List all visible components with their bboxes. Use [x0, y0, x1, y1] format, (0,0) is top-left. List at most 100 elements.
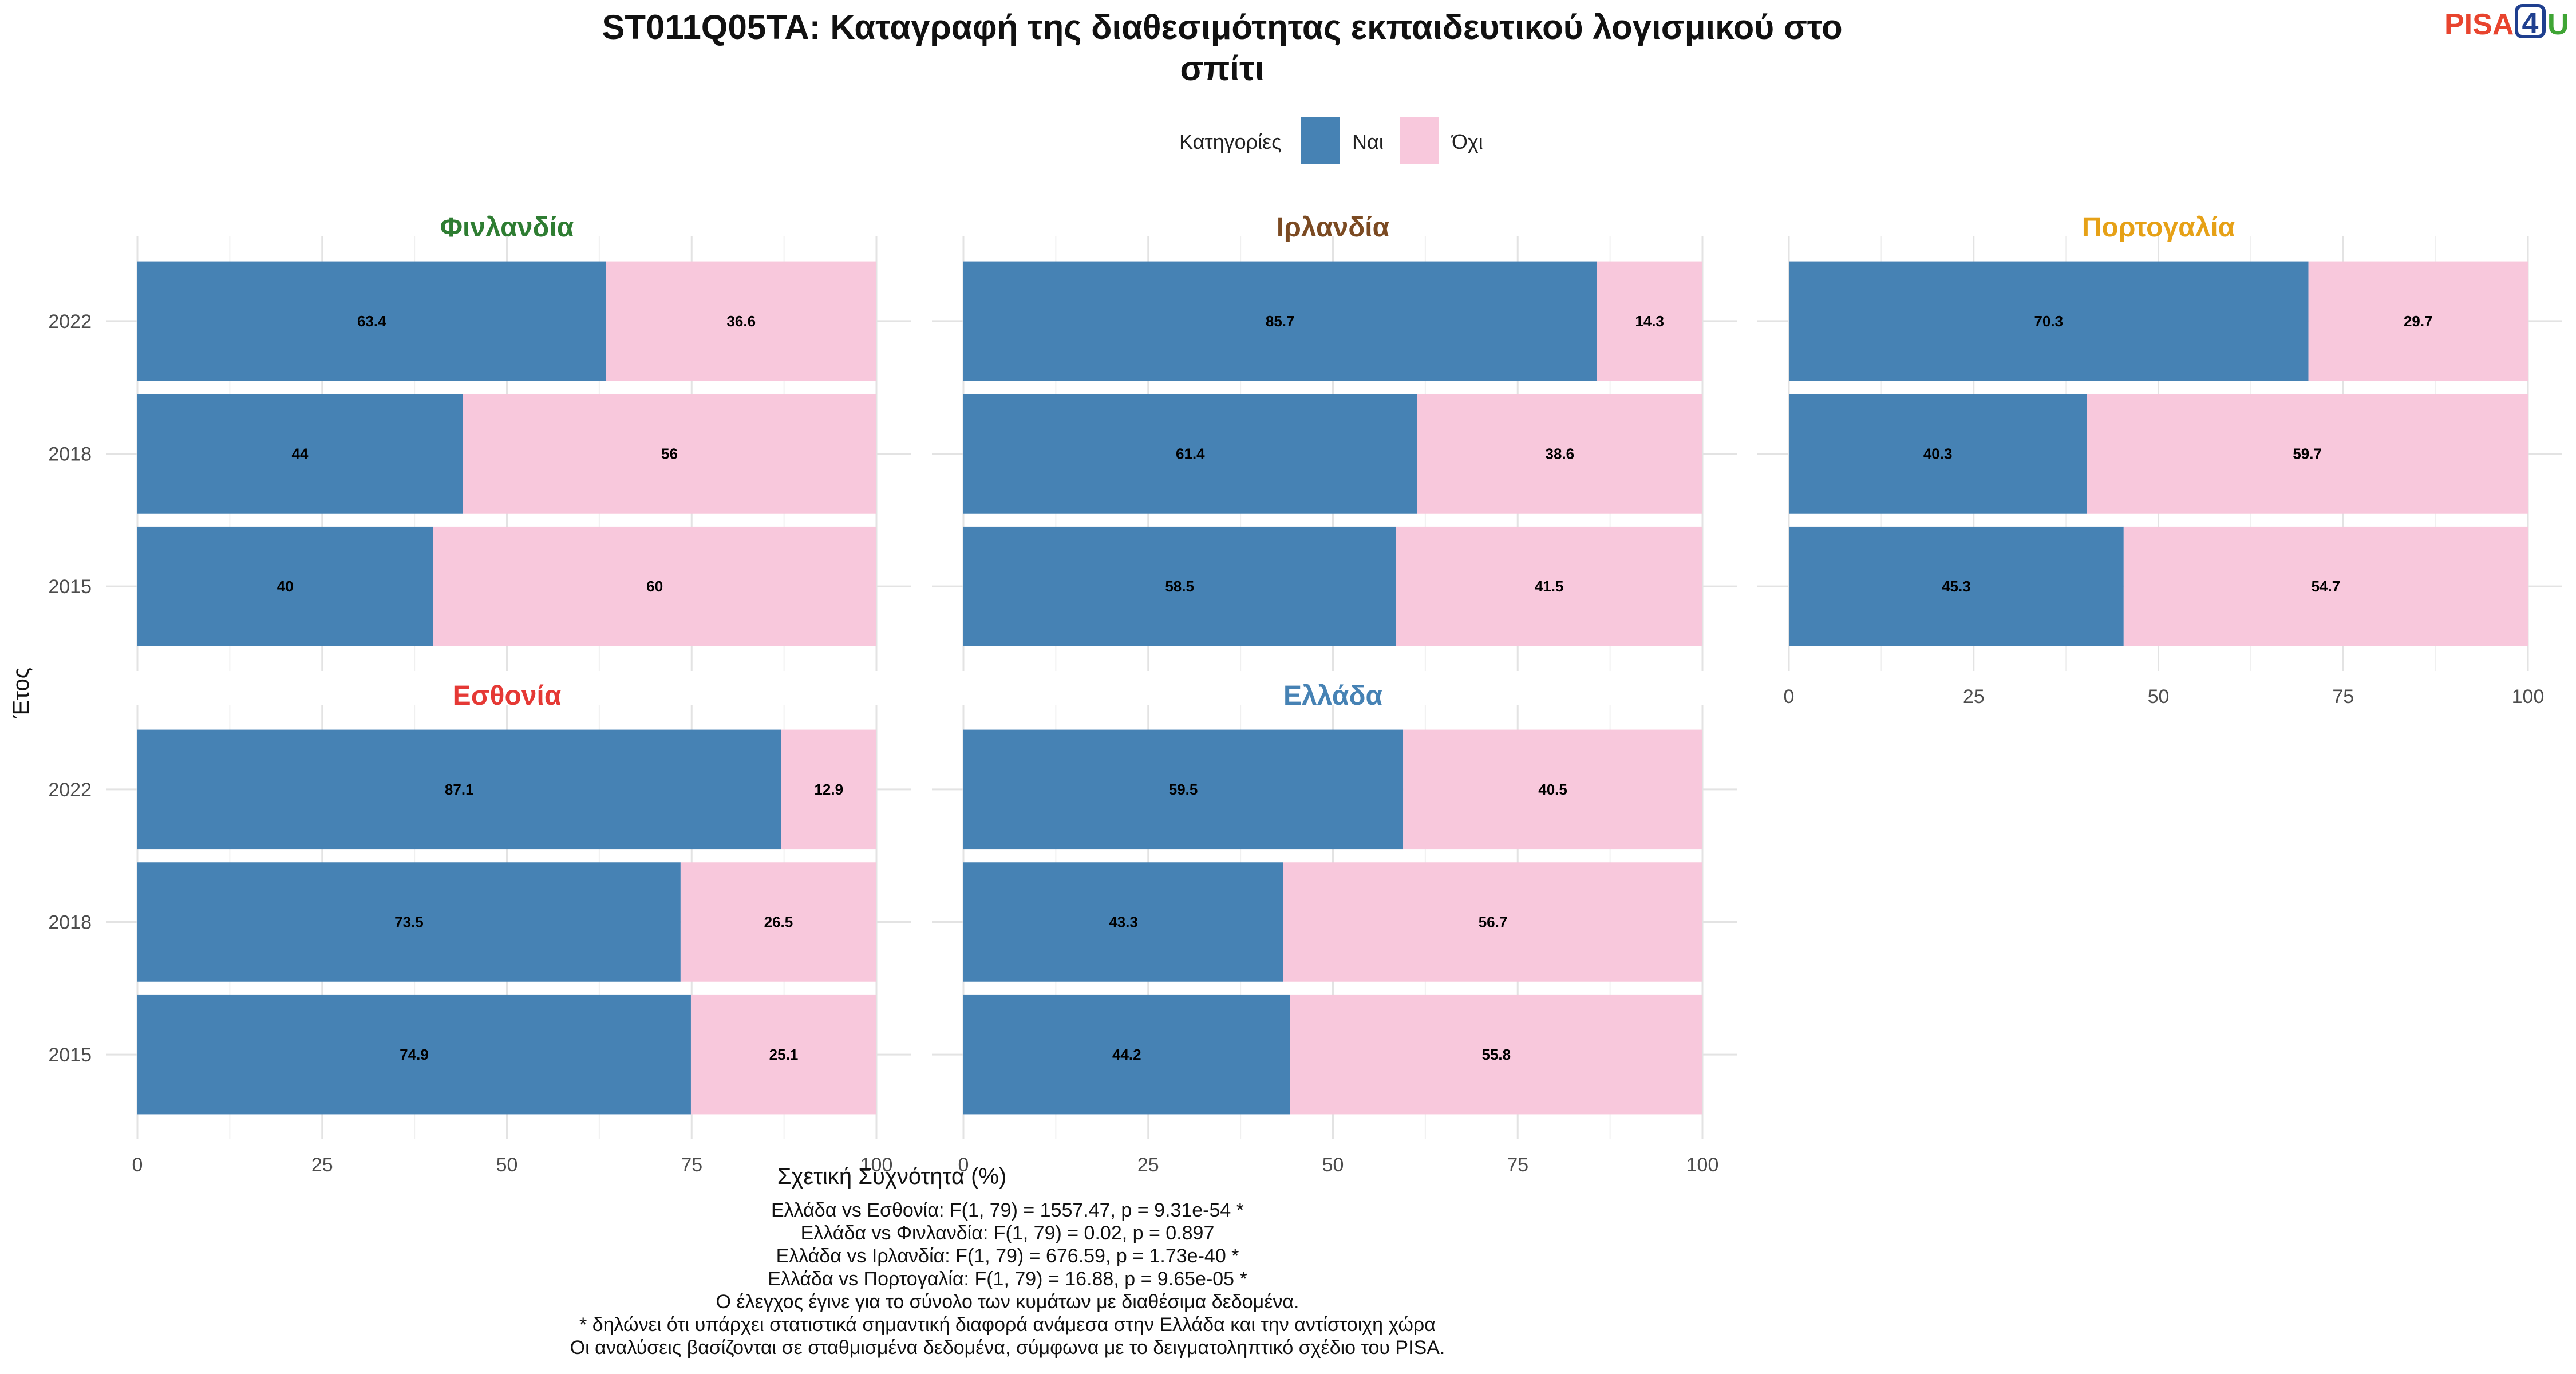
bar-label: 29.7	[2404, 313, 2433, 330]
bar-εσθονία-2022-ναι	[137, 729, 781, 850]
logo-box	[2515, 4, 2546, 38]
bar-πορτογαλία-2015-όχι	[2123, 526, 2528, 646]
bar-φινλανδία-2018-όχι	[463, 394, 876, 514]
bar-εσθονία-2018-όχι	[680, 862, 876, 982]
bar-φινλανδία-2022-όχι	[606, 261, 876, 381]
x-tick-label: 0	[958, 1154, 969, 1176]
note-line: Ελλάδα vs Εσθονία: F(1, 79) = 1557.47, p…	[771, 1199, 1244, 1221]
y-tick-label: 2022	[48, 311, 92, 333]
note-line: Ελλάδα vs Φινλανδία: F(1, 79) = 0.02, p …	[801, 1222, 1215, 1244]
bar-label: 60	[646, 578, 663, 595]
note-line: Οι αναλύσεις βασίζονται σε σταθμισμένα δ…	[570, 1337, 1445, 1359]
x-tick-label: 100	[860, 1154, 893, 1176]
bar-label: 25.1	[769, 1046, 799, 1063]
bar-ιρλανδία-2015-ναι	[963, 526, 1396, 646]
bar-label: 36.6	[726, 313, 756, 330]
bar-πορτογαλία-2022-ναι	[1789, 261, 2309, 381]
x-tick-label: 25	[1137, 1154, 1159, 1176]
x-tick-label: 75	[681, 1154, 702, 1176]
bar-πορτογαλία-2018-ναι	[1789, 394, 2087, 514]
bar-label: 44.2	[1112, 1046, 1141, 1063]
legend-label-oxi: Όχι	[1451, 130, 1483, 153]
chart-title: ST011Q05TA: Καταγραφή της διαθεσιμότητας…	[602, 8, 1842, 46]
bar-ελλάδα-2015-όχι	[1290, 994, 1702, 1115]
logo-pisa: PISA	[2444, 8, 2514, 41]
bar-ελλάδα-2018-όχι	[1283, 862, 1702, 982]
bar-label: 54.7	[2312, 578, 2341, 595]
logo-text: PISA	[2444, 8, 2514, 41]
bar-ελλάδα-2015-ναι	[963, 994, 1290, 1115]
bar-label: 12.9	[814, 781, 843, 798]
bar-label: 38.6	[1546, 445, 1575, 463]
x-tick-label: 0	[132, 1154, 143, 1176]
bar-εσθονία-2015-όχι	[690, 994, 876, 1115]
bar-label: 40	[277, 578, 294, 595]
bar-label: 45.3	[1942, 578, 1971, 595]
x-tick-label: 50	[1322, 1154, 1344, 1176]
bar-φινλανδία-2022-ναι	[137, 261, 606, 381]
bar-ελλάδα-2022-ναι	[963, 729, 1404, 850]
bar-label: 44	[292, 445, 309, 463]
bar-label: 58.5	[1165, 578, 1194, 595]
note-line: Ελλάδα vs Πορτογαλία: F(1, 79) = 16.88, …	[768, 1268, 1247, 1290]
x-tick-label: 50	[496, 1154, 518, 1176]
bar-label: 43.3	[1109, 914, 1138, 931]
x-tick-label: 100	[2512, 686, 2545, 708]
legend-swatch-nai	[1301, 117, 1340, 164]
x-tick-label: 25	[311, 1154, 333, 1176]
bar-label: 56	[661, 445, 678, 463]
bar-πορτογαλία-2015-ναι	[1789, 526, 2124, 646]
bar-ιρλανδία-2022-όχι	[1597, 261, 1702, 381]
bar-φινλανδία-2015-όχι	[433, 526, 876, 646]
bar-label: 26.5	[764, 914, 793, 931]
bar-ιρλανδία-2018-ναι	[963, 394, 1417, 514]
bar-label: 40.5	[1538, 781, 1567, 798]
bar-label: 73.5	[394, 914, 424, 931]
x-tick-label: 25	[1963, 686, 1985, 708]
chart-title-line2: σπίτι	[1180, 49, 1264, 88]
bar-ιρλανδία-2015-όχι	[1396, 526, 1702, 646]
bar-label: 61.4	[1176, 445, 1205, 463]
bar-ελλάδα-2022-όχι	[1403, 729, 1702, 850]
bar-εσθονία-2015-ναι	[137, 994, 691, 1115]
y-tick-label: 2022	[48, 779, 92, 801]
bar-label: 14.3	[1635, 313, 1664, 330]
bar-label: 55.8	[1482, 1046, 1511, 1063]
logo-u: U	[2547, 8, 2569, 41]
bar-ελλάδα-2018-ναι	[963, 862, 1284, 982]
bar-πορτογαλία-2018-όχι	[2087, 394, 2528, 514]
bar-label: 59.7	[2293, 445, 2322, 463]
bar-label: 41.5	[1535, 578, 1564, 595]
y-tick-label: 2015	[48, 576, 92, 598]
bar-εσθονία-2018-ναι	[137, 862, 681, 982]
bar-φινλανδία-2018-ναι	[137, 394, 463, 514]
caption-notes: Ελλάδα vs Εσθονία: F(1, 79) = 1557.47, p…	[570, 1199, 1445, 1359]
x-tick-label: 50	[2148, 686, 2170, 708]
x-axis-title: Σχετική Συχνότητα (%)	[777, 1164, 1007, 1189]
legend-label-nai: Ναι	[1352, 130, 1384, 153]
bar-label: 59.5	[1169, 781, 1198, 798]
legend-title: Κατηγορίες	[1179, 130, 1282, 153]
bar-πορτογαλία-2022-όχι	[2308, 261, 2528, 381]
bar-label: 87.1	[445, 781, 474, 798]
x-tick-label: 75	[1507, 1154, 1528, 1176]
logo-four: 4	[2522, 7, 2539, 40]
pisa4u-logo: PISA 4 U	[2444, 4, 2569, 41]
x-tick-label: 75	[2332, 686, 2354, 708]
bar-label: 40.3	[1923, 445, 1953, 463]
note-line: * δηλώνει ότι υπάρχει στατιστικά σημαντι…	[579, 1314, 1436, 1336]
bar-label: 74.9	[400, 1046, 429, 1063]
legend: Κατηγορίες Ναι Όχι	[1179, 117, 1483, 164]
note-line: Ελλάδα vs Ιρλανδία: F(1, 79) = 676.59, p…	[776, 1245, 1239, 1267]
y-tick-label: 2018	[48, 912, 92, 934]
bar-φινλανδία-2015-ναι	[137, 526, 433, 646]
bar-label: 70.3	[2034, 313, 2063, 330]
x-tick-label: 100	[1686, 1154, 1719, 1176]
bar-ιρλανδία-2022-ναι	[963, 261, 1597, 381]
bar-label: 85.7	[1266, 313, 1295, 330]
